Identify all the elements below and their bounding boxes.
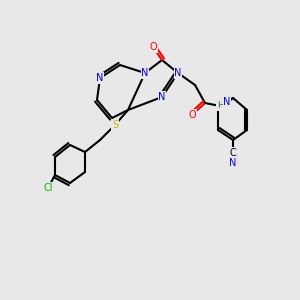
Text: C: C [230,148,236,158]
Text: N: N [96,73,104,83]
Text: O: O [188,110,196,120]
Text: N: N [174,68,182,78]
Text: O: O [149,42,157,52]
Text: N: N [141,68,149,78]
Text: N: N [229,158,237,168]
Text: N: N [223,97,231,107]
Text: S: S [112,120,118,130]
Text: Cl: Cl [43,183,53,193]
Text: N: N [158,92,166,102]
Text: H: H [217,101,224,110]
